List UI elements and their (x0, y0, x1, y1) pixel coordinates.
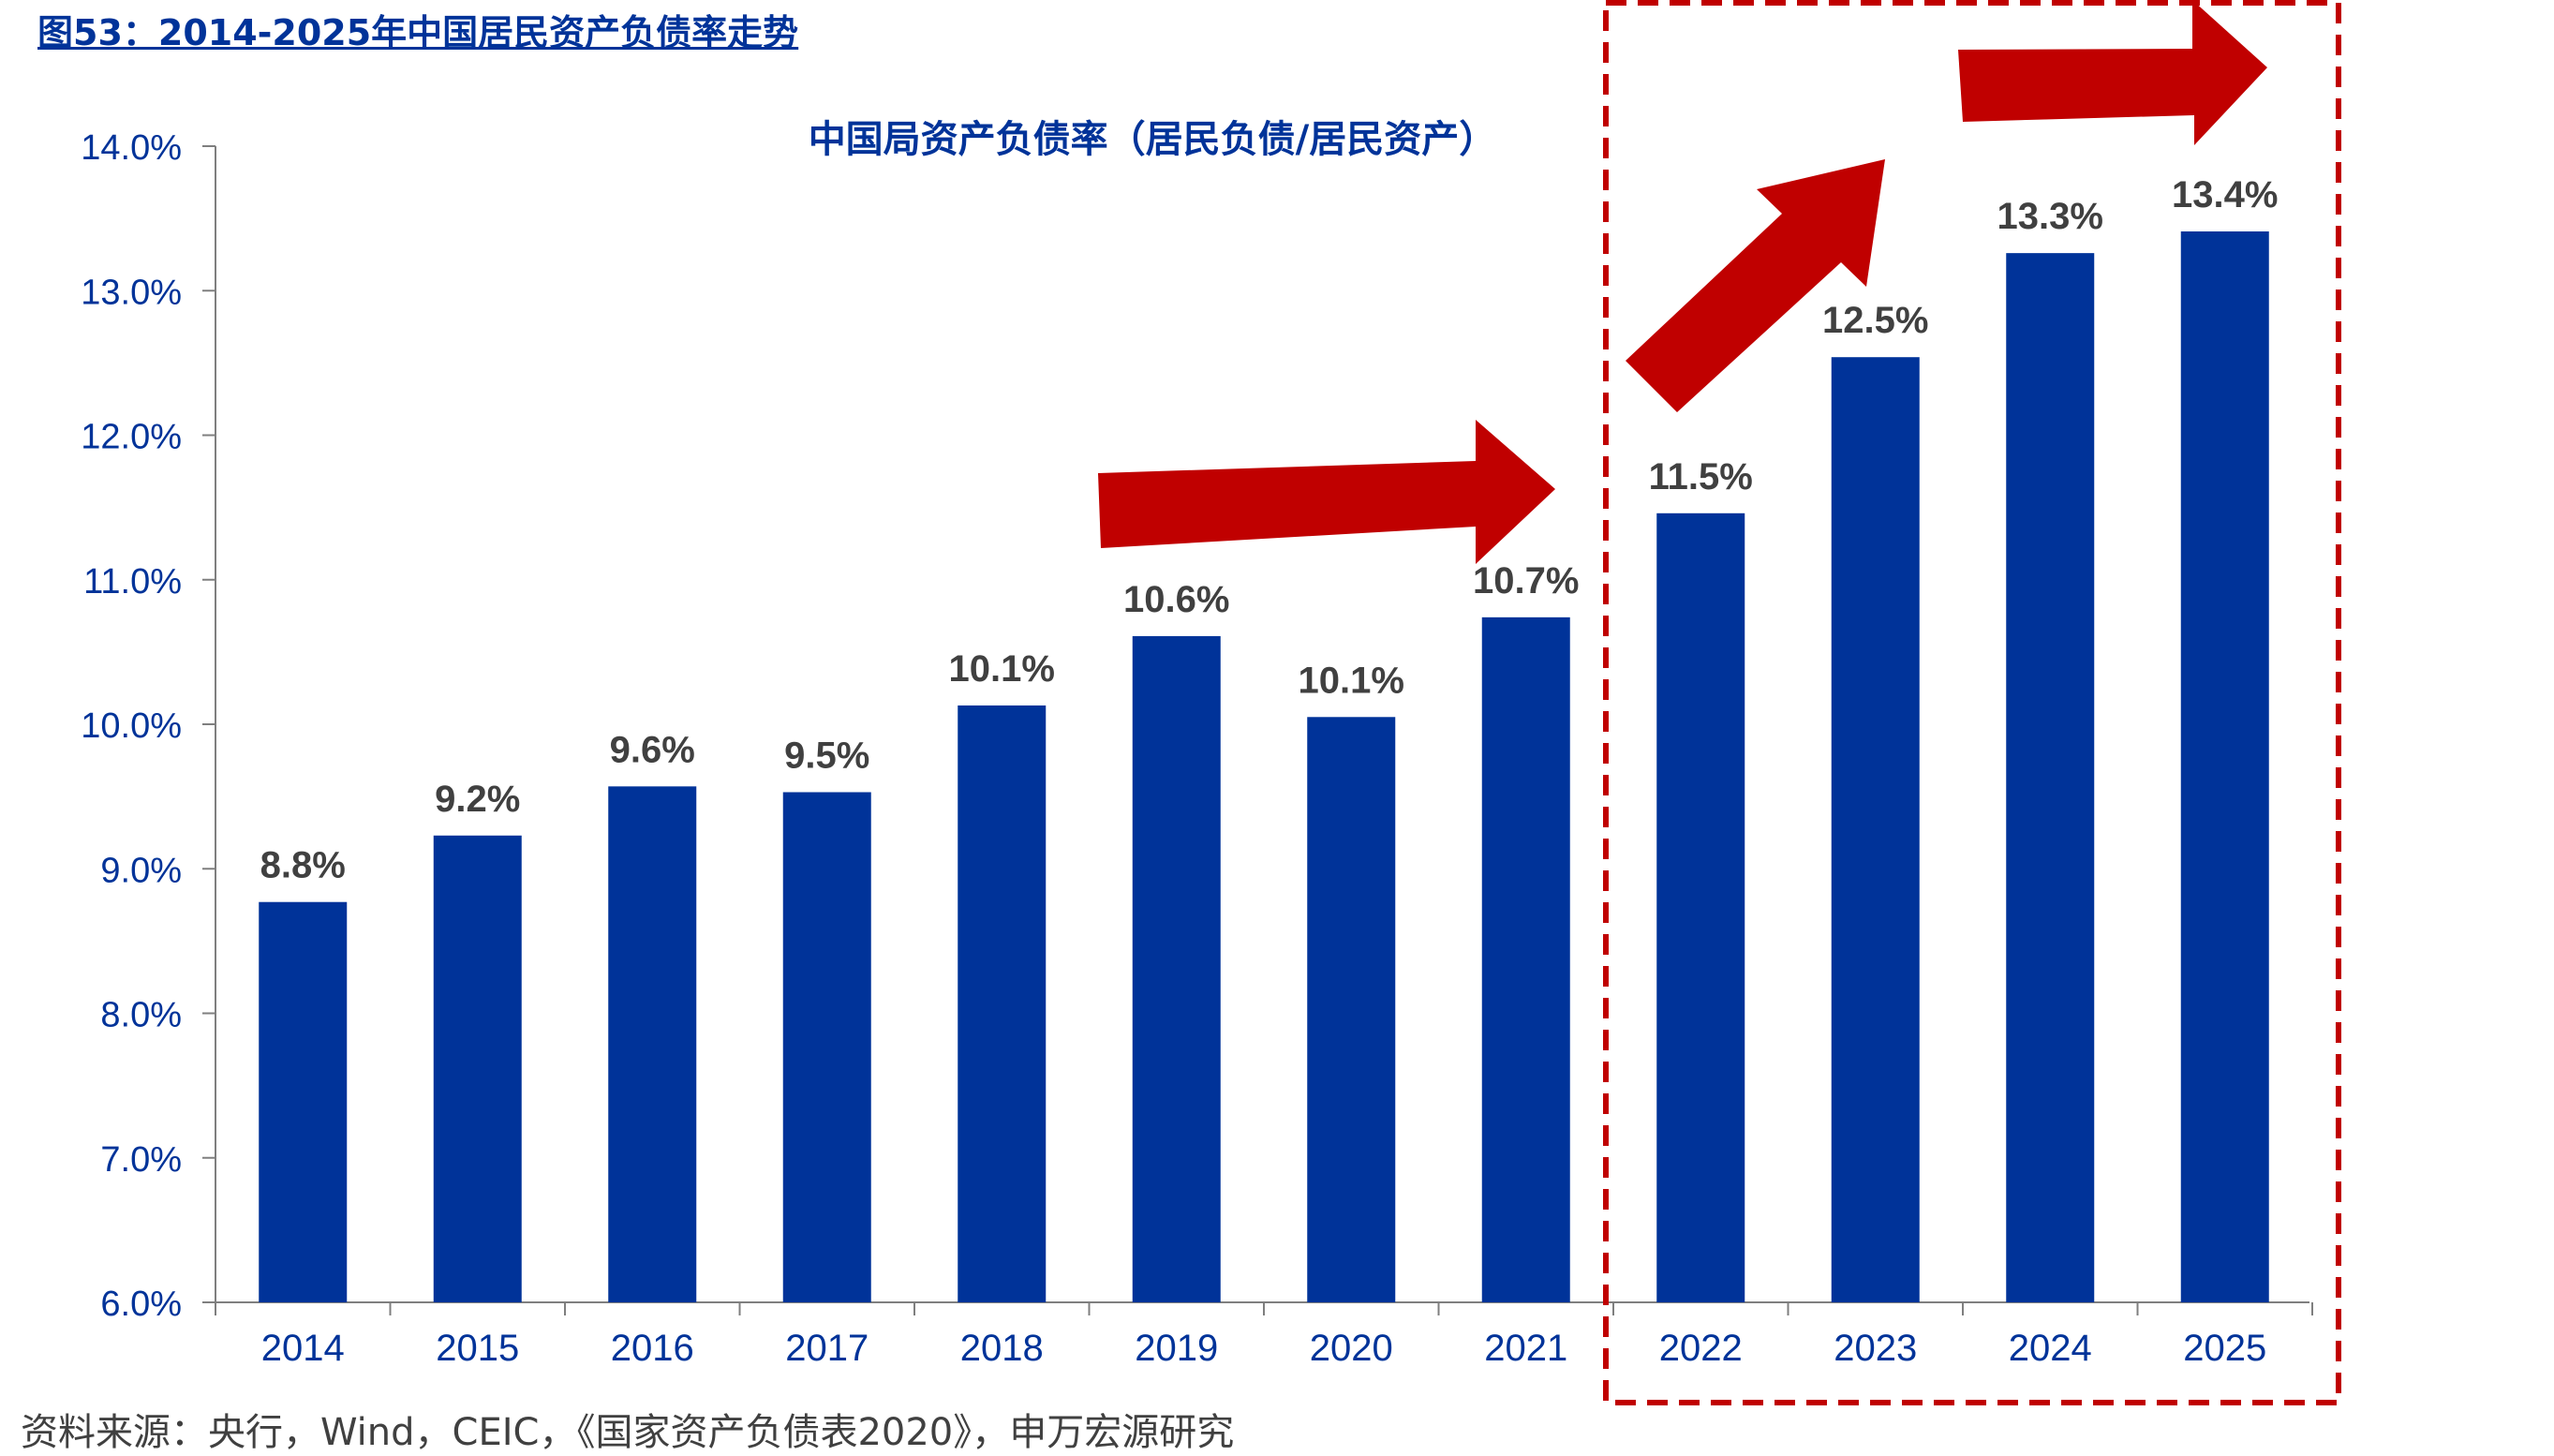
data-label: 9.5% (784, 735, 869, 776)
y-tick-label: 10.0% (81, 706, 182, 746)
trend-arrow (1626, 159, 1885, 412)
y-tick-label: 13.0% (81, 273, 182, 312)
bar (259, 901, 348, 1302)
y-tick-label: 11.0% (83, 562, 182, 602)
bar (1481, 617, 1570, 1302)
bar (608, 786, 697, 1302)
y-axis: 6.0% 7.0% 8.0% 9.0% 10.0% 11.0% 12.0% 13.0% 14.0… (81, 128, 216, 1324)
bar (2006, 253, 2095, 1302)
bar (1307, 717, 1396, 1302)
data-label: 8.8% (260, 845, 346, 886)
data-label: 10.6% (1123, 579, 1229, 620)
bars (259, 231, 2269, 1303)
data-label: 13.3% (1997, 196, 2103, 237)
trend-arrow (1098, 420, 1555, 564)
y-tick-label: 6.0% (100, 1285, 182, 1324)
highlight-box (1603, 0, 2341, 1405)
trend-arrows (1098, 0, 2267, 564)
bar (1831, 357, 1920, 1303)
x-tick-label: 2022 (1659, 1328, 1743, 1369)
data-label: 10.1% (1299, 660, 1404, 701)
source-note: 资料来源：央行，Wind，CEIC，《国家资产负债表2020》，申万宏源研究 (21, 1411, 1235, 1454)
y-tick-label: 9.0% (100, 851, 182, 890)
data-label: 12.5% (1822, 300, 1928, 341)
x-tick-label: 2024 (2009, 1328, 2092, 1369)
x-tick-label: 2020 (1310, 1328, 1393, 1369)
x-tick-label: 2015 (436, 1328, 519, 1369)
x-tick-label: 2016 (611, 1328, 694, 1369)
x-tick-label: 2025 (2183, 1328, 2266, 1369)
y-tick-label: 7.0% (100, 1140, 182, 1180)
y-tick-label: 12.0% (81, 418, 182, 457)
bar (433, 835, 522, 1302)
data-label: 10.1% (949, 648, 1055, 690)
data-label: 9.2% (435, 779, 520, 820)
y-tick-label: 8.0% (100, 996, 182, 1035)
chart-title: 中国局资产负债率（居民负债/居民资产） (809, 118, 1497, 161)
data-label: 11.5% (1649, 456, 1753, 498)
x-tick-label: 2019 (1135, 1328, 1218, 1369)
data-label: 9.6% (610, 729, 695, 770)
bar (1132, 635, 1221, 1302)
trend-arrow (1958, 0, 2267, 145)
x-axis: 2014 2015 2016 2017 2018 2019 2020 2021 2022 2023… (215, 1301, 2313, 1369)
bar (782, 792, 871, 1302)
x-tick-label: 2017 (785, 1328, 869, 1369)
y-tick-label: 14.0% (81, 128, 182, 168)
bar (958, 705, 1047, 1302)
x-tick-label: 2014 (261, 1328, 345, 1369)
bar (1656, 513, 1745, 1302)
data-labels: 8.8% 9.2% 9.6% 9.5% 10.1% 10.6% 10.1% 10.7% 11.5… (260, 174, 2279, 886)
x-tick-label: 2023 (1834, 1328, 1917, 1369)
x-tick-label: 2018 (960, 1328, 1044, 1369)
data-label: 13.4% (2172, 174, 2278, 215)
bar (2180, 231, 2269, 1302)
data-label: 10.7% (1473, 560, 1579, 602)
figure-title: 图53：2014-2025年中国居民资产负债率走势 (37, 12, 799, 53)
x-tick-label: 2021 (1484, 1328, 1567, 1369)
